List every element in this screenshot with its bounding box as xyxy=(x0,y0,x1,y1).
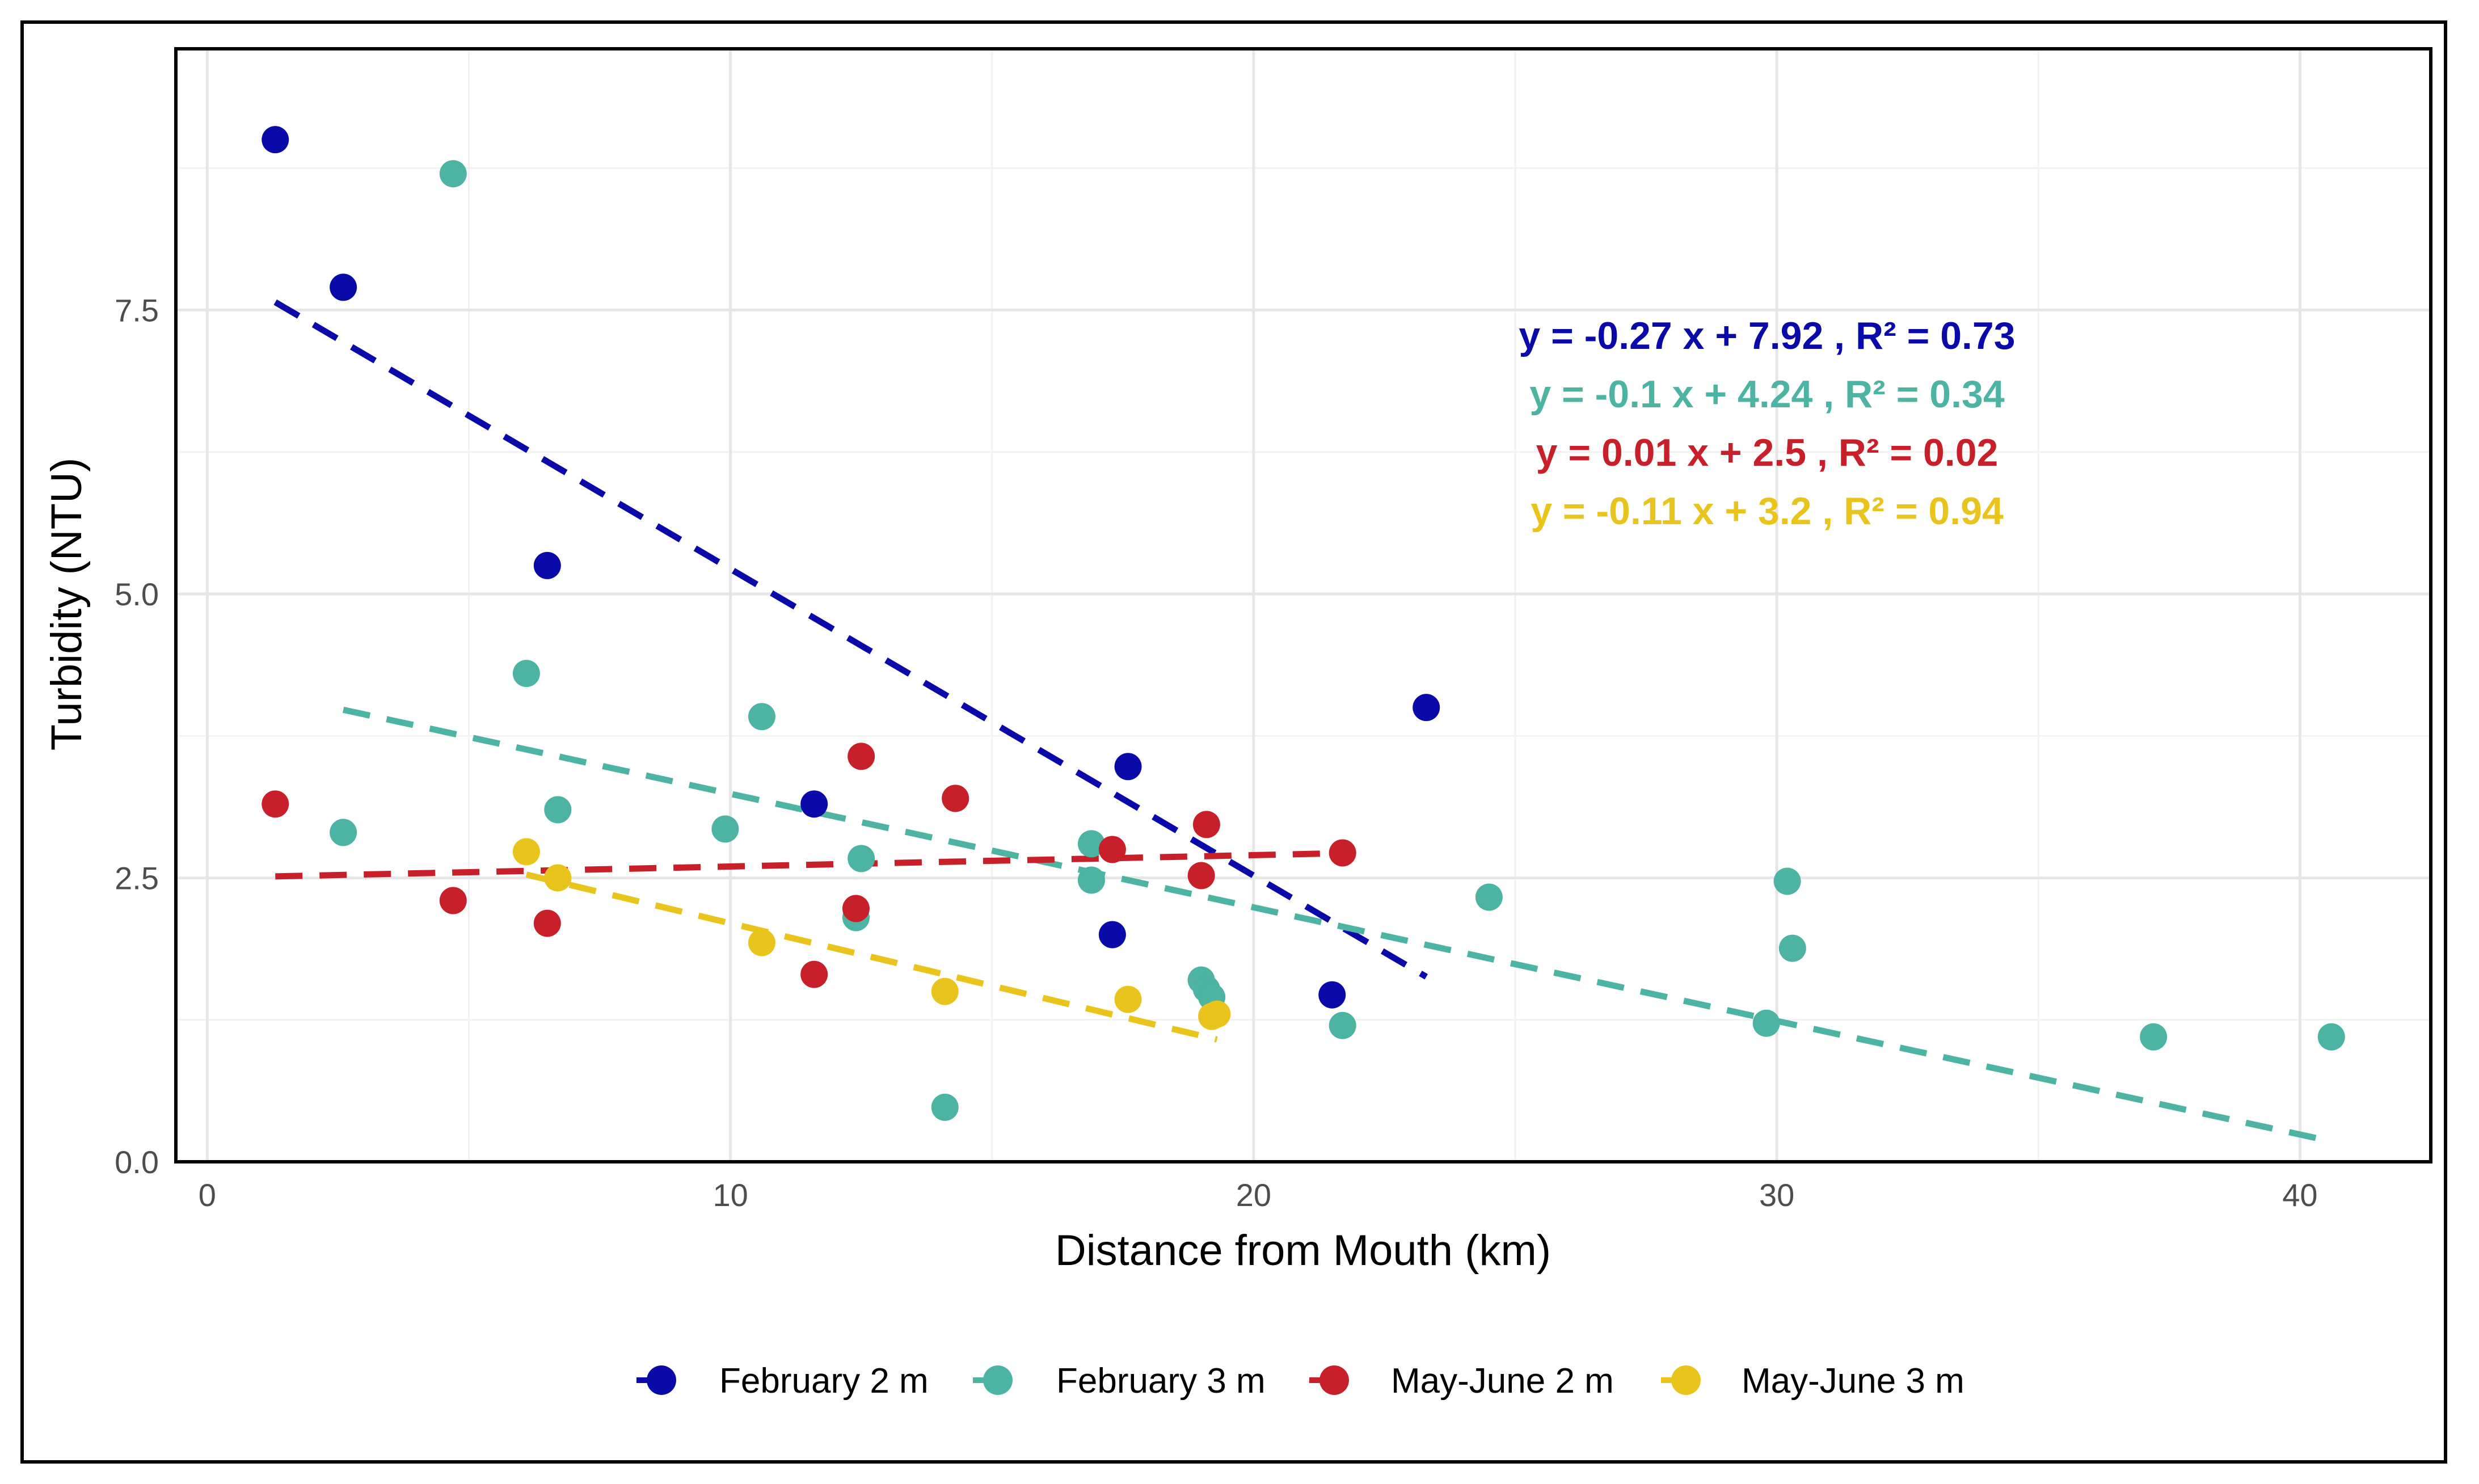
fit-line-series-1 xyxy=(342,706,2332,1145)
data-point-series-1 xyxy=(544,796,572,824)
x-tick-label: 30 xyxy=(1759,1177,1794,1213)
legend-key-point xyxy=(1319,1365,1349,1395)
data-point-series-2 xyxy=(848,743,875,770)
legend-item-may-june-2m: May-June 2 m xyxy=(1309,1361,1614,1401)
data-point-series-0 xyxy=(533,551,561,579)
y-tick-label: 7.5 xyxy=(115,292,159,328)
data-point-series-3 xyxy=(512,838,540,866)
data-point-series-2 xyxy=(1329,839,1356,867)
x-axis-title: Distance from Mouth (km) xyxy=(1055,1226,1551,1275)
legend: February 2 m February 3 m May-June 2 m M… xyxy=(636,1361,1964,1401)
y-axis-title: Turbidity (NTU) xyxy=(43,458,91,751)
data-point-series-0 xyxy=(1114,753,1142,781)
data-point-series-1 xyxy=(1077,866,1105,894)
data-point-series-0 xyxy=(262,126,289,154)
data-point-series-1 xyxy=(1778,934,1806,962)
legend-label: February 3 m xyxy=(1056,1361,1266,1401)
equation-may-june-2m: y = 0.01 x + 2.5 , R² = 0.02 xyxy=(1536,431,1999,474)
data-point-series-2 xyxy=(439,887,467,914)
legend-key-point xyxy=(647,1365,676,1395)
x-tick-label: 20 xyxy=(1236,1177,1271,1213)
legend-key-point xyxy=(983,1365,1013,1395)
data-point-series-2 xyxy=(262,790,289,818)
y-tick-label: 0.0 xyxy=(115,1144,159,1180)
fit-line-series-2 xyxy=(275,850,1343,880)
data-point-series-3 xyxy=(544,864,572,892)
data-point-series-0 xyxy=(800,790,828,818)
data-point-series-1 xyxy=(711,815,739,843)
x-tick-label: 10 xyxy=(712,1177,748,1213)
data-point-series-0 xyxy=(330,273,357,301)
data-points xyxy=(262,126,2345,1121)
data-point-series-0 xyxy=(1413,694,1440,722)
legend-label: May-June 3 m xyxy=(1742,1361,1964,1401)
data-point-series-1 xyxy=(330,819,357,846)
grid xyxy=(176,49,2431,1163)
data-point-series-2 xyxy=(842,895,870,922)
data-point-series-0 xyxy=(1098,921,1126,948)
data-point-series-3 xyxy=(748,929,775,956)
legend-label: May-June 2 m xyxy=(1391,1361,1614,1401)
data-point-series-1 xyxy=(1752,1009,1780,1037)
data-point-series-2 xyxy=(533,909,561,937)
data-point-series-1 xyxy=(848,845,875,872)
x-tick-label: 0 xyxy=(199,1177,216,1213)
data-point-series-1 xyxy=(2317,1023,2345,1051)
x-tick-label: 40 xyxy=(2282,1177,2317,1213)
fit-line-series-0 xyxy=(273,299,1428,980)
plot-panel-border xyxy=(174,47,2432,1163)
legend-item-february-3m: February 3 m xyxy=(973,1361,1266,1401)
equation-may-june-3m: y = -0.11 x + 3.2 , R² = 0.94 xyxy=(1531,490,2004,533)
data-point-series-1 xyxy=(439,160,467,188)
legend-item-may-june-3m: May-June 3 m xyxy=(1661,1361,1964,1401)
data-point-series-1 xyxy=(1077,830,1105,858)
fit-lines xyxy=(273,299,2332,1145)
data-point-series-2 xyxy=(1192,811,1220,838)
data-point-series-3 xyxy=(1203,1000,1231,1028)
equation-february-3m: y = -0.1 x + 4.24 , R² = 0.34 xyxy=(1529,373,2004,416)
data-point-series-2 xyxy=(1187,862,1215,889)
data-point-series-2 xyxy=(800,960,828,988)
legend-key-point xyxy=(1671,1365,1701,1395)
legend-label: February 2 m xyxy=(719,1361,929,1401)
data-point-series-1 xyxy=(748,703,775,731)
data-point-series-2 xyxy=(942,785,969,812)
data-point-series-2 xyxy=(1098,836,1126,863)
data-point-series-1 xyxy=(1475,883,1503,911)
data-point-series-3 xyxy=(931,977,959,1005)
data-point-series-0 xyxy=(1318,981,1346,1009)
data-point-series-1 xyxy=(512,660,540,688)
regression-equations: y = -0.27 x + 7.92 , R² = 0.73 y = -0.1 … xyxy=(1519,314,2015,533)
data-point-series-3 xyxy=(1114,985,1142,1013)
equation-february-2m: y = -0.27 x + 7.92 , R² = 0.73 xyxy=(1519,314,2015,357)
data-point-series-1 xyxy=(1773,867,1801,895)
y-tick-label: 2.5 xyxy=(115,860,159,896)
figure-frame xyxy=(20,20,2447,1464)
y-tick-label: 5.0 xyxy=(115,576,159,612)
fit-line-series-3 xyxy=(525,871,1218,1043)
axis-ticks: 0 10 20 30 40 0.0 2.5 5.0 7.5 xyxy=(115,292,2317,1213)
legend-item-february-2m: February 2 m xyxy=(636,1361,929,1401)
data-point-series-1 xyxy=(931,1093,959,1121)
data-point-series-1 xyxy=(1329,1011,1356,1039)
data-point-series-1 xyxy=(2140,1023,2168,1051)
